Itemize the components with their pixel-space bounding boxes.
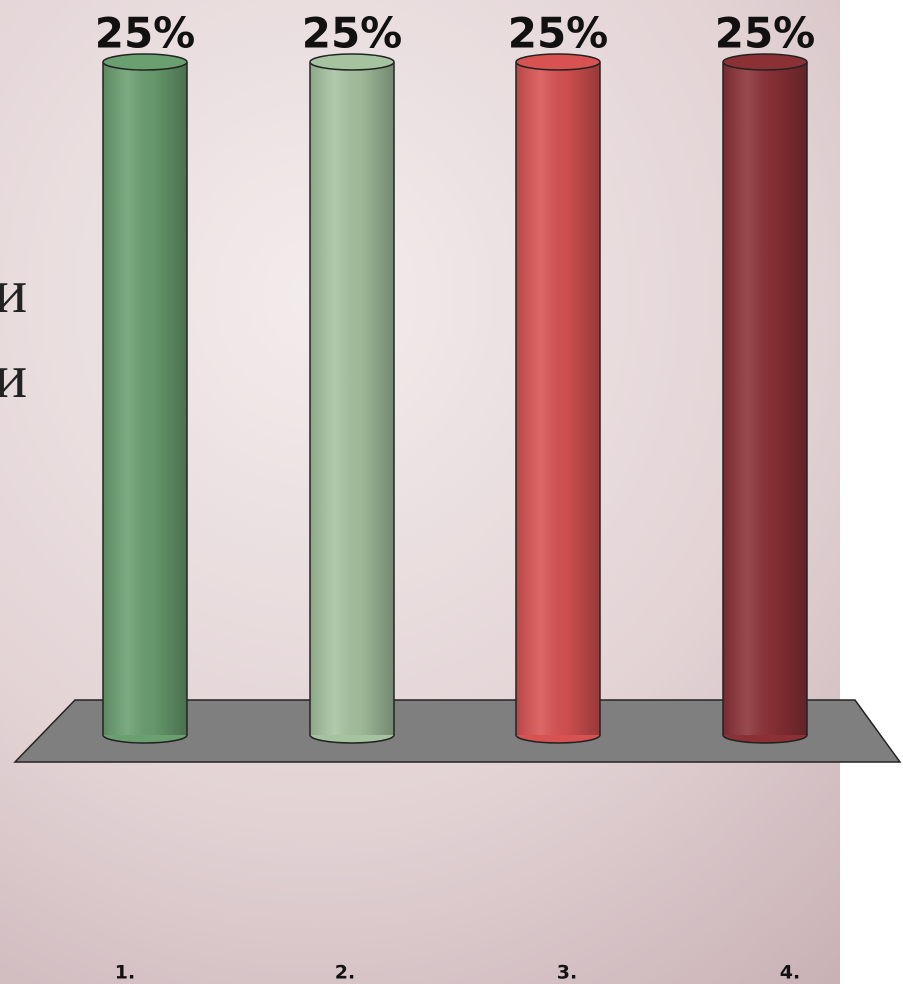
- side-text: и: [0, 258, 27, 326]
- bar-shade: [310, 62, 394, 735]
- x-tick-label: 3.: [557, 962, 577, 984]
- bar-top: [722, 53, 808, 71]
- bar-top: [515, 53, 601, 71]
- bar-shade: [103, 62, 187, 735]
- bar-top: [102, 53, 188, 71]
- x-tick-label: 1.: [115, 962, 135, 984]
- value-label: 25%: [302, 9, 403, 58]
- bar-shade: [723, 62, 807, 735]
- bar-top: [309, 53, 395, 71]
- value-label: 25%: [95, 9, 196, 58]
- x-tick-label: 4.: [780, 962, 800, 984]
- bar-shade: [516, 62, 600, 735]
- right-margin: [840, 0, 903, 984]
- value-label: 25%: [715, 9, 816, 58]
- side-text: и: [0, 343, 27, 411]
- value-label: 25%: [508, 9, 609, 58]
- x-tick-label: 2.: [335, 962, 355, 984]
